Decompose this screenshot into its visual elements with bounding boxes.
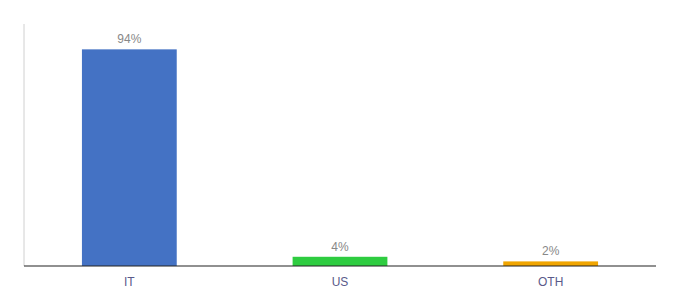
bar [82, 49, 177, 266]
chart-container: IT 94% US 4% OTH 2% [0, 0, 680, 300]
bar [503, 261, 598, 266]
x-tick-label: IT [124, 275, 135, 289]
y-axis-line [24, 24, 25, 266]
plot-area: IT 94% US 4% OTH 2% [24, 24, 656, 289]
x-tick-label: OTH [538, 275, 563, 289]
data-label: 4% [331, 240, 349, 254]
data-label: 94% [117, 32, 141, 46]
bar [293, 257, 388, 266]
chart: IT 94% US 4% OTH 2% [0, 0, 680, 300]
data-label: 2% [542, 244, 560, 258]
x-axis-line [24, 265, 656, 266]
x-tick-label: US [332, 275, 349, 289]
bars [82, 49, 598, 266]
